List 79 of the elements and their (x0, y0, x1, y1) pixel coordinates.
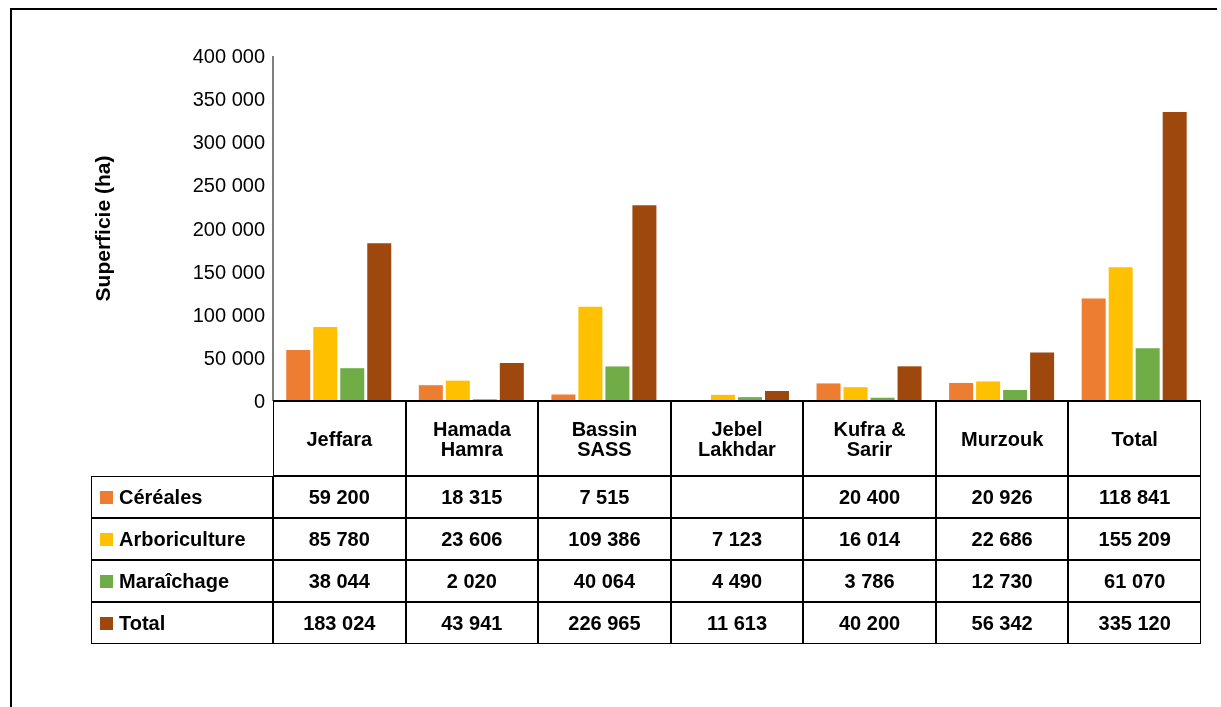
x-tick-label: Total (1111, 427, 1158, 450)
data-label: 38 044 (308, 569, 370, 593)
table-cell: 109 386 (538, 518, 671, 560)
legend-label: Arboriculture (119, 527, 246, 551)
table-cell: Maraîchage (91, 560, 273, 602)
y-tick-label: 300 000 (192, 131, 265, 154)
table-cell: 20 926 (935, 476, 1069, 518)
legend-label: Total (119, 611, 166, 635)
data-label: 20 400 (838, 485, 901, 509)
data-label: 11 613 (706, 611, 768, 635)
data-label: 183 024 (303, 611, 376, 635)
table-cell: 20 400 (803, 476, 936, 518)
table-cell: 118 841 (1068, 476, 1201, 518)
y-tick-label: 250 000 (192, 174, 265, 197)
x-tick-label: Kufra & Sarir (833, 417, 906, 460)
table-cell: Arboriculture (91, 518, 273, 560)
y-axis-title: Superficie (ha) (91, 155, 115, 302)
table-cell: 43 941 (405, 602, 539, 644)
data-label: 118 841 (1099, 485, 1171, 509)
y-tick-label: 0 (253, 390, 265, 413)
y-tick-label: 150 000 (192, 260, 265, 283)
data-label: 226 965 (568, 611, 641, 635)
x-tick-label: Murzouk (961, 427, 1045, 450)
y-tick-label: 400 000 (192, 45, 265, 68)
data-label: 7 123 (711, 527, 763, 551)
table-cell: 56 342 (935, 602, 1069, 644)
table-cell: Total (91, 602, 273, 644)
table-cell: Céréales (91, 476, 273, 518)
table-cell: 40 064 (538, 560, 671, 602)
data-label: 56 342 (971, 611, 1033, 635)
y-tick-label: 350 000 (192, 88, 265, 111)
data-label: 7 515 (579, 485, 630, 509)
data-label: 16 014 (838, 527, 901, 551)
table-cell: 12 730 (935, 560, 1069, 602)
table-cell: 155 209 (1068, 518, 1201, 560)
table-cell: 3 786 (803, 560, 936, 602)
table-cell: 23 606 (405, 518, 539, 560)
data-label: 4 490 (711, 569, 763, 593)
table-cell: 4 490 (670, 560, 804, 602)
y-tick-label: 100 000 (192, 303, 265, 326)
x-tick-label: Bassin SASS (571, 417, 638, 460)
data-label: 109 386 (568, 527, 641, 551)
table-cell: 7 515 (538, 476, 671, 518)
data-label: 59 200 (308, 485, 370, 509)
data-label: 40 200 (838, 611, 901, 635)
data-label: 85 780 (308, 527, 370, 551)
data-label: 23 606 (441, 527, 503, 551)
table-cell: 18 315 (405, 476, 539, 518)
table-cell: 40 200 (803, 602, 936, 644)
table-cell: 59 200 (273, 476, 406, 518)
table-cell: 226 965 (538, 602, 671, 644)
legend-label: Maraîchage (119, 569, 230, 593)
table-cell: 38 044 (273, 560, 406, 602)
x-tick-label: Jebel Lakhdar (698, 417, 777, 460)
y-tick-label: 200 000 (192, 217, 265, 240)
data-label: 40 064 (573, 569, 635, 593)
data-label: 20 926 (971, 485, 1033, 509)
table-cell: 335 120 (1068, 602, 1201, 644)
table-cell: 61 070 (1068, 560, 1201, 602)
data-label: 335 120 (1098, 611, 1171, 635)
data-label: 18 315 (441, 485, 503, 509)
data-label: 2 020 (446, 569, 497, 593)
data-label: 61 070 (1104, 569, 1166, 593)
table-cell: 7 123 (670, 518, 804, 560)
data-label: 22 686 (971, 527, 1033, 551)
x-tick-label: Jeffara (306, 427, 373, 450)
table-cell: 22 686 (935, 518, 1069, 560)
y-tick-label: 50 000 (203, 346, 265, 369)
table-cell: 183 024 (273, 602, 406, 644)
table-cell: 16 014 (803, 518, 936, 560)
data-label: 3 786 (844, 569, 895, 593)
table-cell: 11 613 (670, 602, 804, 644)
legend-label: Céréales (119, 485, 203, 509)
x-tick-label: Hamada Hamra (432, 417, 512, 460)
table-cell: 2 020 (405, 560, 539, 602)
data-label: 12 730 (971, 569, 1033, 593)
data-label: 155 209 (1098, 527, 1171, 551)
table-cell: 85 780 (273, 518, 406, 560)
data-label: 43 941 (441, 611, 503, 635)
